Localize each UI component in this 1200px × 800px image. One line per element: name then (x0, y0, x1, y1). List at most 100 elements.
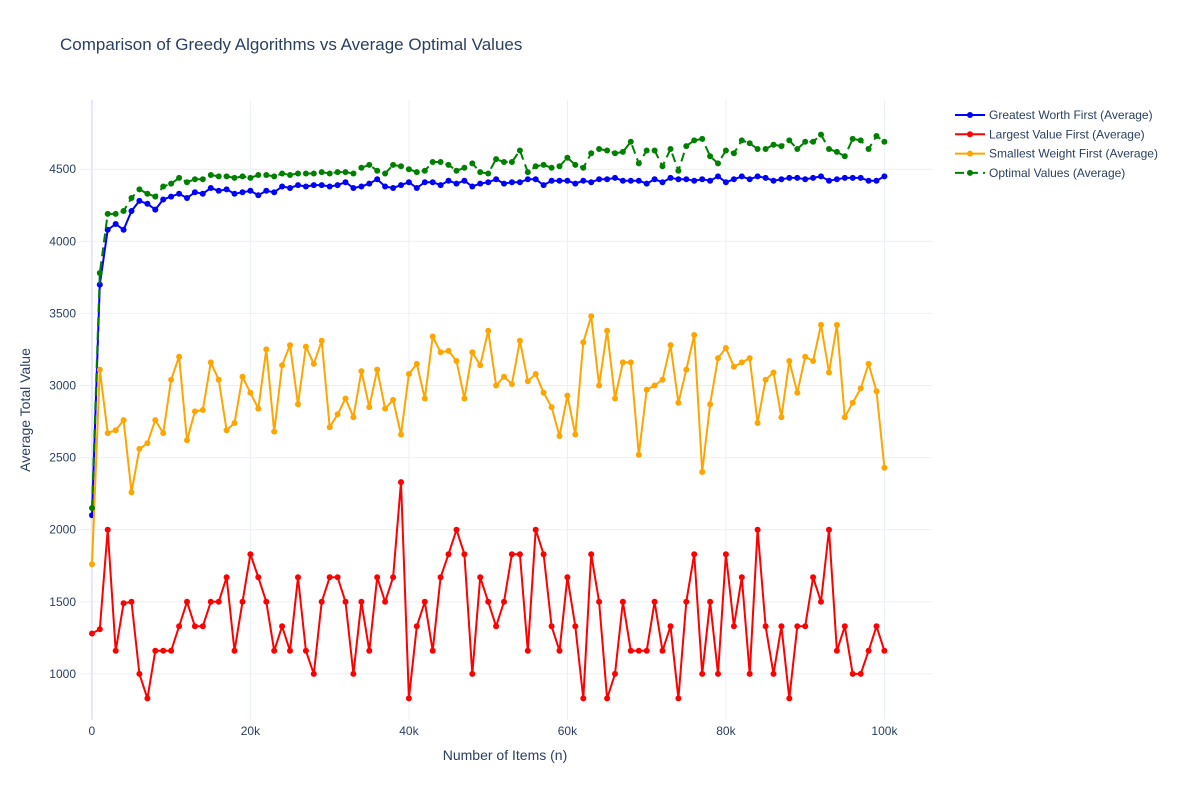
data-point (833, 148, 840, 155)
data-point (588, 179, 595, 186)
data-point (612, 174, 618, 181)
data-point (374, 574, 381, 581)
data-point (469, 183, 476, 190)
data-point (699, 670, 706, 677)
data-point (865, 146, 872, 152)
data-point (588, 551, 595, 558)
data-point (358, 183, 365, 190)
data-point (184, 437, 190, 444)
data-point (136, 670, 143, 677)
legend[interactable]: Greatest Worth First (Average) Largest Va… (955, 108, 1158, 180)
data-point (318, 598, 325, 605)
legend-label: Optimal Values (Average) (989, 166, 1125, 180)
data-point (168, 193, 175, 200)
data-point (738, 574, 745, 581)
data-point (762, 376, 769, 383)
data-point (810, 138, 817, 145)
data-point (287, 647, 293, 654)
data-point (762, 623, 769, 630)
data-point (667, 342, 674, 349)
data-point (675, 167, 682, 174)
data-point (445, 551, 452, 558)
data-point (374, 176, 381, 183)
data-point (366, 647, 373, 654)
series-2 (89, 479, 888, 702)
data-point (873, 177, 880, 184)
data-point (596, 598, 603, 605)
data-point (207, 598, 214, 605)
data-point (612, 150, 618, 157)
data-point (302, 343, 309, 350)
data-point (295, 170, 301, 177)
data-point (730, 623, 737, 630)
data-point (818, 321, 824, 328)
data-point (635, 177, 642, 184)
data-point (540, 161, 547, 168)
data-point (429, 159, 436, 165)
data-point (818, 131, 824, 138)
data-point (223, 186, 230, 193)
data-point (184, 598, 190, 605)
data-point (738, 359, 745, 366)
data-point (342, 395, 349, 402)
data-point (334, 574, 341, 581)
data-point (342, 179, 349, 186)
data-point (279, 362, 286, 369)
data-point (255, 172, 262, 178)
data-point (445, 177, 452, 184)
data-point (873, 133, 880, 139)
data-point (643, 386, 650, 393)
data-point (120, 600, 127, 607)
series-3 (89, 313, 888, 568)
data-point (556, 433, 563, 439)
data-point (215, 376, 222, 383)
data-point (263, 346, 270, 353)
data-point (699, 135, 706, 142)
legend-item[interactable]: Largest Value First (Average) (955, 127, 1145, 141)
data-point (715, 355, 721, 362)
data-point (865, 177, 872, 184)
data-point (707, 153, 714, 160)
data-point (199, 407, 206, 413)
data-point (477, 574, 484, 581)
data-point (461, 177, 468, 184)
data-point (112, 210, 119, 217)
data-point (532, 526, 539, 533)
data-point (152, 206, 159, 213)
data-point (318, 169, 325, 176)
data-point (580, 339, 587, 346)
data-point (144, 200, 151, 207)
data-point (667, 174, 674, 181)
data-point (548, 623, 555, 630)
data-point (818, 598, 824, 605)
data-point (754, 526, 761, 533)
data-point (461, 164, 468, 171)
legend-item[interactable]: Optimal Values (Average) (955, 166, 1125, 180)
data-point (207, 172, 214, 178)
data-point (231, 190, 238, 197)
data-point (302, 647, 309, 654)
data-point (485, 598, 492, 605)
data-point (857, 137, 864, 144)
data-point (508, 179, 515, 186)
legend-item[interactable]: Greatest Worth First (Average) (955, 108, 1153, 122)
data-point (437, 349, 444, 356)
data-point (191, 189, 198, 196)
data-point (350, 414, 357, 421)
data-point (366, 161, 373, 168)
data-point (604, 176, 611, 183)
data-point (445, 161, 452, 168)
data-point (516, 179, 523, 186)
data-point (643, 647, 650, 654)
data-point (738, 173, 745, 180)
data-point (778, 143, 785, 150)
legend-item[interactable]: Smallest Weight First (Average) (955, 147, 1158, 161)
data-point (865, 647, 872, 654)
data-point (746, 140, 753, 147)
data-point (501, 373, 507, 380)
data-point (524, 647, 531, 654)
data-point (643, 147, 650, 154)
data-point (786, 174, 793, 181)
data-point (128, 489, 135, 496)
data-point (572, 431, 579, 438)
